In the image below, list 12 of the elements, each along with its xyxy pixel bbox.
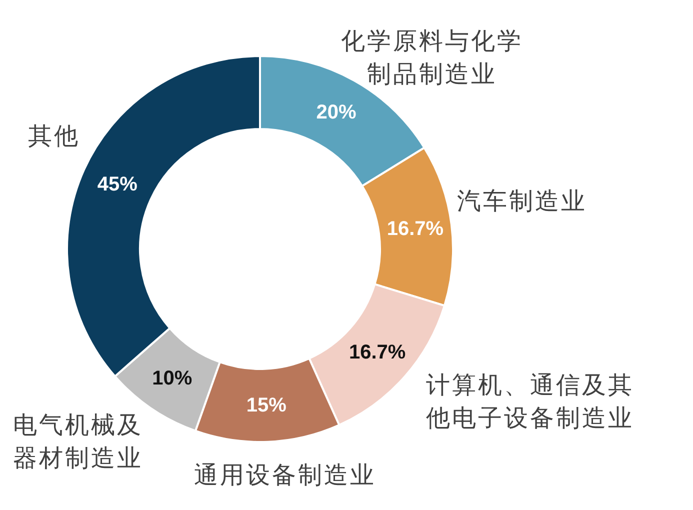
slice-label: 通用设备制造业 [194,461,376,489]
data-label: 45% [97,173,138,196]
data-label: 16.7% [348,342,406,364]
slice-label: 化学原料与化学制品制造业 [341,27,523,88]
data-label: 16.7% [386,218,444,240]
slice-label: 汽车制造业 [457,187,587,215]
data-label: 10% [152,368,192,390]
slice-label: 其他 [28,122,80,150]
slice-label: 计算机、通信及其他电子设备制造业 [426,371,634,432]
data-label: 15% [246,394,287,416]
data-label: 20% [316,101,357,124]
slice-label: 电气机械及器材制造业 [13,411,143,472]
